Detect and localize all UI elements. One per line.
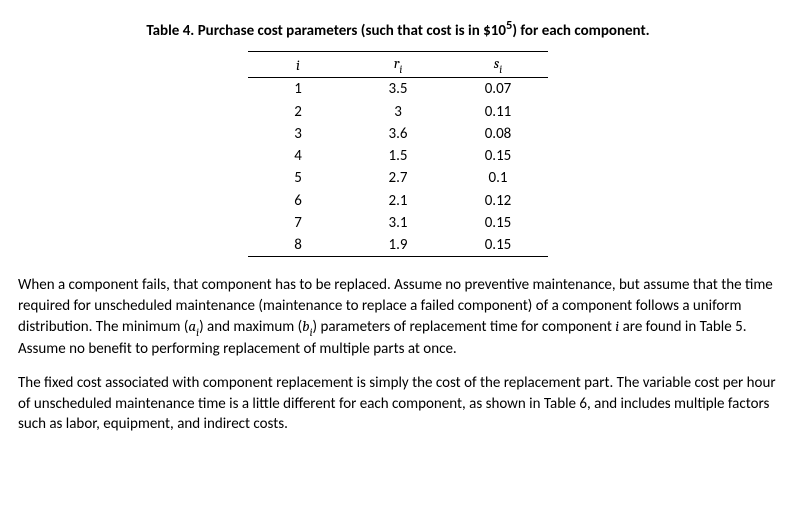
paragraph-cost: The fixed cost associated with component… (18, 373, 778, 434)
paragraph-maintenance: When a component fails, that component h… (18, 275, 778, 359)
cell-i: 8 (248, 234, 348, 257)
page-root: Table 4. Purchase cost parameters (such … (0, 0, 796, 527)
col-header-s: si (448, 52, 548, 78)
table-row: 5 2.7 0.1 (248, 167, 548, 189)
cell-i: 3 (248, 123, 348, 145)
para1-t2: ) and maximum ( (199, 318, 302, 336)
cell-s: 0.15 (448, 234, 548, 257)
cell-s: 0.15 (448, 212, 548, 234)
cell-r: 1.5 (348, 145, 448, 167)
cell-r: 3.6 (348, 123, 448, 145)
cell-i: 4 (248, 145, 348, 167)
col-header-r: ri (348, 52, 448, 78)
cell-s: 0.11 (448, 101, 548, 123)
cell-i: 5 (248, 167, 348, 189)
cell-r: 2.1 (348, 190, 448, 212)
table-row: 7 3.1 0.15 (248, 212, 548, 234)
cost-parameters-table: i ri si 1 3.5 0.07 2 3 0.11 3 3. (248, 51, 548, 257)
cell-s: 0.12 (448, 190, 548, 212)
cell-r: 1.9 (348, 234, 448, 257)
table-caption: Table 4. Purchase cost parameters (such … (18, 18, 778, 41)
table-row: 6 2.1 0.12 (248, 190, 548, 212)
cell-i: 7 (248, 212, 348, 234)
cell-s: 0.07 (448, 78, 548, 101)
cell-r: 3.5 (348, 78, 448, 101)
cell-s: 0.08 (448, 123, 548, 145)
cell-r: 3.1 (348, 212, 448, 234)
para1-t3: ) parameters of replacement time for com… (313, 318, 616, 336)
table-row: 1 3.5 0.07 (248, 78, 548, 101)
col-header-r-sub: i (399, 63, 402, 76)
caption-prefix: Table 4. Purchase cost parameters (such … (146, 22, 506, 40)
table-wrapper: i ri si 1 3.5 0.07 2 3 0.11 3 3. (18, 51, 778, 257)
cell-r: 3 (348, 101, 448, 123)
para1-a-sub: i (196, 326, 199, 339)
cell-i: 1 (248, 78, 348, 101)
para1-b-letter: b (302, 317, 309, 335)
col-header-i: i (248, 52, 348, 78)
cell-s: 0.15 (448, 145, 548, 167)
cell-r: 2.7 (348, 167, 448, 189)
cell-i: 6 (248, 190, 348, 212)
table-row: 4 1.5 0.15 (248, 145, 548, 167)
para1-a-letter: a (188, 317, 196, 335)
col-header-s-sub: i (499, 63, 502, 76)
caption-suffix: ) for each component. (512, 22, 649, 40)
table-body: 1 3.5 0.07 2 3 0.11 3 3.6 0.08 4 1.5 (248, 78, 548, 257)
cell-s: 0.1 (448, 167, 548, 189)
table-header-row: i ri si (248, 52, 548, 78)
table-row: 2 3 0.11 (248, 101, 548, 123)
table-row: 3 3.6 0.08 (248, 123, 548, 145)
table-row: 8 1.9 0.15 (248, 234, 548, 257)
cell-i: 2 (248, 101, 348, 123)
para1-b-sub: i (310, 326, 313, 339)
